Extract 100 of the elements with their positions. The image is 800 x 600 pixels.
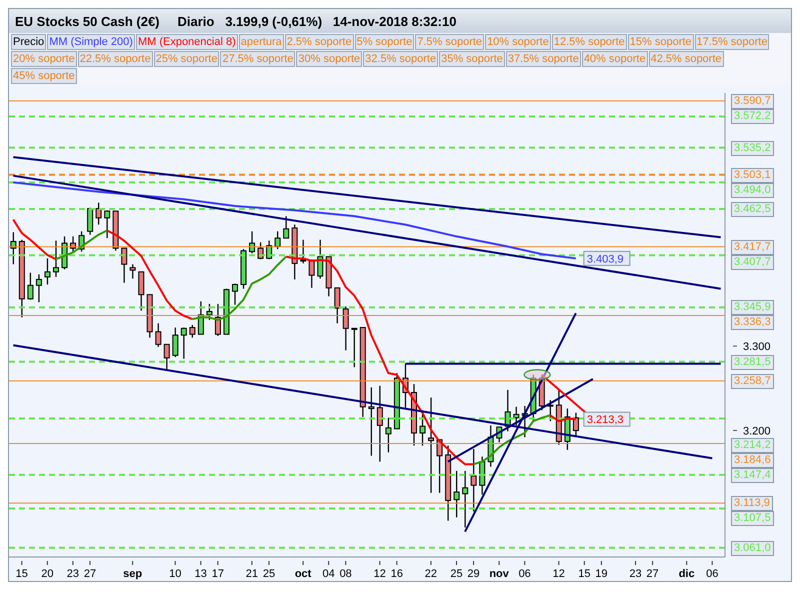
- candlestick: [96, 202, 102, 226]
- ref-line-label: 3.417,7: [731, 240, 774, 255]
- x-tick-label: 19: [595, 568, 608, 580]
- ref-line-label: 3.503,1: [731, 168, 774, 183]
- x-tick-label: 23: [629, 568, 642, 580]
- x-tick-label: 08: [340, 568, 352, 580]
- text: Precio: [11, 34, 46, 50]
- candlestick: [428, 396, 434, 494]
- text: 30% soporte: [296, 51, 362, 67]
- x-tick-label: nov: [489, 568, 510, 580]
- candlestick: [87, 207, 94, 236]
- ref-line-label: 3.184,6: [731, 453, 774, 468]
- candlestick: [189, 324, 196, 338]
- text: 25% soporte: [154, 51, 220, 67]
- x-tick-label: 21: [246, 568, 258, 580]
- x-tick-label: 06: [518, 568, 531, 580]
- text: MM (Simple 200): [47, 34, 135, 50]
- data-label: 3.403,9: [586, 253, 624, 266]
- x-tick-label: 16: [390, 568, 403, 580]
- x-tick-label: 06: [706, 568, 718, 580]
- text: 42.5% soporte: [648, 51, 724, 67]
- candlestick: [232, 283, 238, 306]
- candlestick: [44, 258, 50, 286]
- ref-line-label: 3.590,7: [731, 94, 774, 109]
- candlestick: [274, 230, 281, 250]
- ref-line-label: 3.061,0: [731, 540, 774, 556]
- chart-subtitle: Diario 3.199,9 (-0,61%) 14-nov-2018 8:32:10: [178, 14, 456, 28]
- candlestick: [121, 248, 128, 284]
- candlestick: [138, 271, 144, 312]
- ref-line-label: 3.113,9: [731, 496, 773, 512]
- x-tick-label: 15: [16, 568, 28, 580]
- candlestick: [462, 470, 468, 528]
- ref-line-label: 3.214,2: [731, 438, 774, 454]
- x-tick-label: 17: [212, 568, 224, 580]
- data-label: 3.213,3: [586, 414, 624, 426]
- candlestick: [249, 230, 256, 254]
- text: 40% soporte: [582, 51, 648, 67]
- ref-line-label: 3.572,2: [731, 109, 774, 124]
- ref-line-label: 3.407,7: [731, 254, 774, 270]
- ref-line-label: 3.462,5: [731, 202, 774, 217]
- text: 2.5% soporte: [284, 34, 354, 50]
- ref-line-label: 3.107,5: [731, 511, 774, 526]
- candlestick: [342, 306, 349, 351]
- x-tick-label: 23: [66, 568, 80, 580]
- candlestick: [300, 239, 306, 264]
- text: 27.5% soporte: [220, 51, 296, 67]
- ref-line-label: 3.336,3: [731, 315, 774, 330]
- candlestick: [317, 239, 324, 280]
- candlestick: [572, 412, 579, 437]
- text: 12.5% soporte: [552, 34, 627, 50]
- candlestick: [52, 240, 59, 278]
- candlestick: [180, 326, 187, 360]
- ref-line-label: 3.147,4: [731, 468, 774, 484]
- text: 37.5% soporte: [506, 51, 581, 67]
- ref-line-label: 3.281,5: [731, 354, 774, 370]
- candlestick: [36, 274, 42, 303]
- text: 7.5% soporte: [415, 34, 484, 50]
- x-tick-label: 22: [424, 568, 438, 580]
- candlestick: [164, 344, 170, 372]
- candlestick: [130, 264, 136, 280]
- text: 20% soporte: [11, 51, 77, 67]
- candlestick: [376, 385, 383, 462]
- candlestick: [155, 322, 162, 348]
- candlestick: [214, 303, 221, 337]
- ref-line-label: 3.258,7: [731, 374, 774, 389]
- ref-line-label: 3.345,9: [731, 300, 774, 316]
- y-tick-label: 3.300: [743, 341, 771, 354]
- text: 5% soporte: [354, 34, 414, 50]
- candlestick: [454, 470, 460, 518]
- chart-title: EU Stocks 50 Cash (2€): [15, 14, 160, 28]
- x-tick-label: 29: [467, 568, 480, 580]
- candlestick: [547, 399, 554, 422]
- text: 17.5% soporte: [694, 34, 770, 50]
- x-tick-label: oct: [294, 568, 312, 580]
- candlestick: [283, 216, 290, 239]
- x-tick-label: 15: [578, 568, 590, 580]
- candlestick: [334, 287, 340, 324]
- text: MM (Exponencial 8): [136, 34, 238, 50]
- candlestick: [368, 386, 374, 456]
- text: 10% soporte: [485, 34, 551, 50]
- x-tick-label: 04: [322, 568, 335, 580]
- text: 35% soporte: [439, 51, 505, 67]
- x-tick-label: 27: [84, 568, 96, 580]
- text: apertura: [238, 34, 284, 50]
- text: 32.5% soporte: [363, 51, 438, 67]
- x-tick-label: 10: [169, 568, 182, 580]
- x-tick-label: 25: [262, 568, 276, 580]
- x-tick-label: 12: [552, 568, 565, 580]
- candlestick: [104, 210, 110, 239]
- candlestick: [513, 406, 520, 426]
- candlestick: [385, 417, 392, 453]
- x-tick-label: sep: [123, 568, 142, 580]
- candlestick: [27, 272, 34, 300]
- ref-line-label: 3.494,0: [731, 182, 774, 198]
- x-tick-label: 13: [194, 568, 207, 580]
- candlestick: [420, 410, 426, 446]
- y-tick-label: 3.200: [743, 425, 771, 438]
- x-tick-label: 20: [41, 568, 54, 580]
- candlestick: [351, 328, 358, 368]
- x-tick-label: 12: [374, 568, 386, 580]
